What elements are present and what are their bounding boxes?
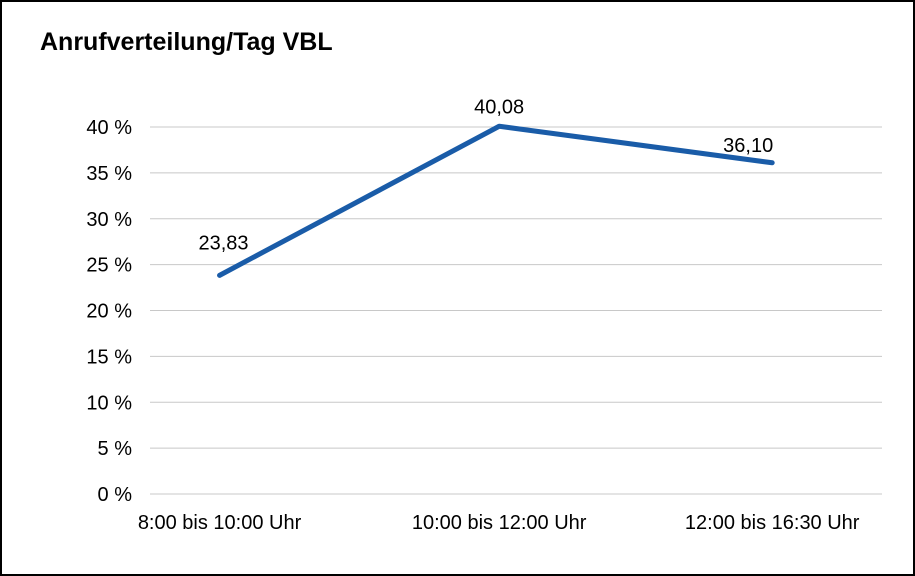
y-axis-tick-label: 40 % bbox=[86, 117, 132, 139]
y-axis-tick-label: 25 % bbox=[86, 255, 132, 277]
y-axis-tick-label: 20 % bbox=[86, 301, 132, 323]
data-point-label: 23,83 bbox=[199, 232, 249, 254]
x-axis-tick-label: 10:00 bis 12:00 Uhr bbox=[412, 512, 587, 534]
y-axis-tick-label: 35 % bbox=[86, 163, 132, 185]
data-point-label: 36,10 bbox=[723, 135, 773, 157]
y-axis-tick-label: 5 % bbox=[98, 438, 133, 460]
x-axis-tick-label: 12:00 bis 16:30 Uhr bbox=[685, 512, 860, 534]
y-axis-tick-label: 0 % bbox=[98, 484, 133, 506]
y-axis-tick-label: 10 % bbox=[86, 392, 132, 414]
chart-title: Anrufverteilung/Tag VBL bbox=[40, 28, 333, 56]
y-axis-tick-label: 15 % bbox=[86, 346, 132, 368]
x-axis-tick-label: 8:00 bis 10:00 Uhr bbox=[138, 512, 302, 534]
data-point-label: 40,08 bbox=[474, 96, 524, 118]
data-line bbox=[217, 123, 775, 278]
y-axis-tick-label: 30 % bbox=[86, 209, 132, 231]
